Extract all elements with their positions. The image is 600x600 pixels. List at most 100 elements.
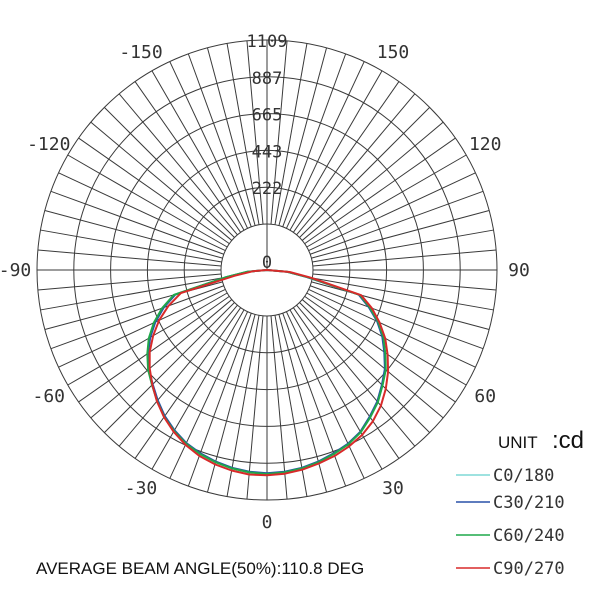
grid-spoke	[50, 190, 224, 255]
legend-label-c60: C60/240	[493, 526, 565, 546]
grid-spoke	[278, 47, 328, 226]
radial-tick-label: 887	[252, 69, 283, 89]
angle-tick-label: -60	[33, 386, 66, 407]
unit-prefix: UNIT	[498, 433, 538, 452]
grid-spoke	[304, 295, 456, 403]
grid-spoke	[308, 288, 476, 368]
curve-c90-270	[148, 269, 390, 477]
legend-label-c0: C0/180	[493, 466, 554, 486]
grid-spoke	[37, 249, 222, 267]
grid-spoke	[151, 70, 245, 231]
grid-spoke	[274, 43, 308, 225]
angle-tick-label: -150	[119, 42, 162, 63]
grid-spoke	[312, 229, 494, 263]
grid-spoke	[187, 313, 252, 487]
grid-spoke	[226, 43, 260, 225]
legend-label-c30: C30/210	[493, 493, 565, 513]
grid-spoke	[312, 277, 494, 311]
grid-spoke	[292, 307, 400, 459]
grid-spoke	[67, 292, 228, 386]
grid-spoke	[312, 273, 497, 291]
grid-spoke	[169, 61, 249, 229]
angle-tick-labels: 0 30 -30 60 -60 90 -90 120 -120 150 -150	[0, 42, 530, 533]
grid-spoke	[118, 304, 238, 447]
grid-spoke	[308, 172, 476, 252]
grid-spoke	[206, 47, 256, 226]
grid-spoke	[304, 137, 456, 245]
radial-tick-label: 222	[252, 179, 283, 199]
grid-spoke	[37, 273, 222, 291]
angle-tick-label: 60	[474, 386, 496, 407]
grid-spoke	[299, 107, 430, 238]
grid-spoke	[292, 81, 400, 233]
grid-spoke	[285, 311, 365, 479]
radial-tick-labels: 222 443 665 887 1109 0	[247, 32, 288, 273]
grid-spoke	[274, 315, 308, 497]
grid-spoke	[306, 292, 467, 386]
grid-spoke	[58, 288, 226, 368]
grid-spoke	[311, 281, 490, 331]
beam-angle-footnote: AVERAGE BEAM ANGLE(50%):110.8 DEG	[36, 559, 364, 578]
radial-tick-label: 1109	[247, 32, 288, 52]
grid-spoke	[278, 314, 328, 493]
angle-tick-label: 120	[469, 134, 502, 155]
intensity-curves	[146, 269, 390, 477]
grid-spoke	[270, 40, 288, 225]
grid-spoke	[299, 302, 430, 433]
grid-spoke	[270, 315, 288, 500]
angle-tick-label: -120	[27, 134, 70, 155]
grid-spoke	[67, 154, 228, 248]
grid-spoke	[296, 304, 416, 447]
grid-spoke	[90, 299, 233, 419]
grid-spoke	[296, 93, 416, 236]
grid-spoke	[226, 315, 260, 497]
grid-spoke	[282, 53, 347, 227]
grid-ring	[146, 149, 388, 391]
grid-spoke	[44, 209, 223, 259]
grid-spoke	[282, 313, 347, 487]
grid-ring	[183, 186, 351, 354]
radial-tick-label: 665	[252, 106, 283, 126]
grid-ring	[110, 113, 424, 427]
grid-ring	[73, 76, 461, 464]
grid-spoke	[104, 107, 235, 238]
angle-tick-label: 90	[508, 260, 530, 281]
grid-spoke	[306, 154, 467, 248]
grid-spoke	[301, 121, 444, 241]
grid-spoke	[58, 172, 226, 252]
legend-label-c90: C90/270	[493, 559, 565, 579]
grid-spoke	[289, 309, 383, 470]
grid-spoke	[134, 307, 242, 459]
angle-tick-label: -30	[125, 478, 158, 499]
grid-spoke	[104, 302, 235, 433]
grid-spoke	[118, 93, 238, 236]
grid-spoke	[311, 209, 490, 259]
radial-tick-label-zero: 0	[262, 253, 272, 273]
grid-spoke	[134, 81, 242, 233]
grid-spoke	[40, 229, 222, 263]
grid-spoke	[206, 314, 256, 493]
grid-spoke	[90, 121, 233, 241]
angle-tick-label: 150	[377, 42, 410, 63]
angle-tick-label: -90	[0, 260, 31, 281]
grid-spoke	[310, 285, 484, 350]
grid-spoke	[312, 249, 497, 267]
grid-spoke	[310, 190, 484, 255]
grid-spoke	[78, 137, 230, 245]
legend: C0/180 C30/210 C60/240 C90/270	[456, 466, 565, 579]
curve-c60-240	[146, 269, 387, 475]
grid-spoke	[50, 285, 224, 350]
grid-spoke	[301, 299, 444, 419]
grid-spoke	[187, 53, 252, 227]
grid-spoke	[246, 40, 264, 225]
unit-value: :cd	[552, 427, 584, 454]
polar-grid	[36, 39, 498, 501]
radial-tick-label: 443	[252, 142, 283, 162]
grid-spoke	[151, 309, 245, 470]
grid-spoke	[78, 295, 230, 403]
grid-spoke	[285, 61, 365, 229]
angle-tick-label: 30	[382, 478, 404, 499]
grid-spoke	[246, 315, 264, 500]
grid-spoke	[169, 311, 249, 479]
